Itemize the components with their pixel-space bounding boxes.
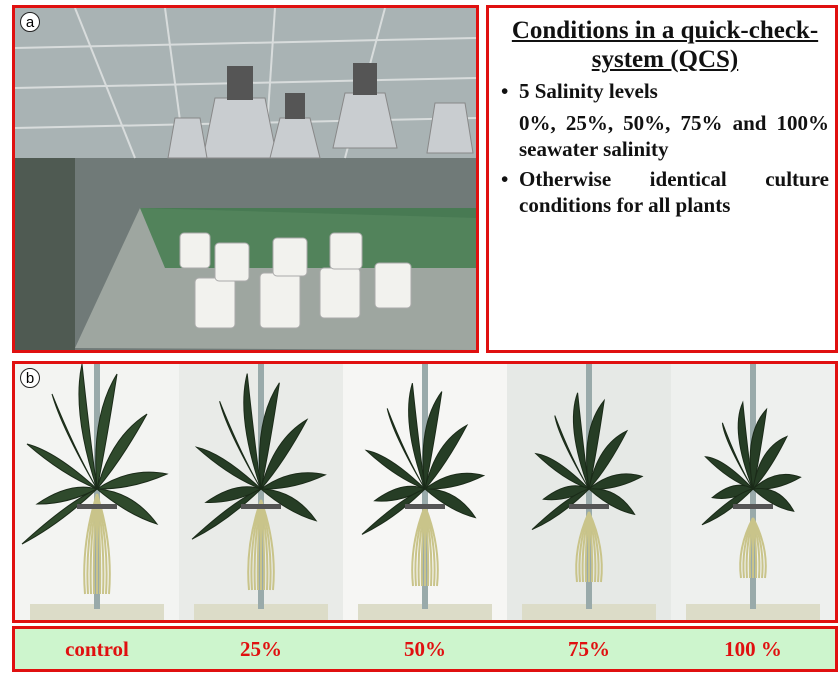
leaf	[704, 456, 754, 490]
clamp	[241, 504, 281, 509]
leaf	[554, 415, 590, 490]
leaf	[259, 472, 327, 490]
leaf	[95, 471, 169, 490]
leaf	[260, 418, 309, 490]
tray	[686, 604, 820, 620]
treatment-label: 25%	[240, 636, 282, 661]
clamp	[733, 504, 773, 509]
clamp	[569, 504, 609, 509]
leaf	[26, 443, 98, 490]
leaf	[95, 488, 159, 525]
leaf	[423, 472, 486, 490]
treatment-label: control	[65, 636, 129, 661]
leaf	[701, 488, 755, 526]
panel-label: b	[20, 368, 40, 388]
panel-label: a	[20, 12, 40, 32]
leaf	[95, 373, 118, 490]
leaf	[749, 407, 768, 490]
leaf	[751, 487, 795, 512]
bullet-detail: 0%, 25%, 50%, 75% and 100% seawater sali…	[519, 111, 829, 161]
leaf	[194, 446, 262, 490]
leaf	[96, 413, 148, 490]
leaf	[364, 449, 426, 490]
treatment-label: 75%	[568, 636, 610, 661]
bullet: 5 Salinity levels	[501, 78, 829, 104]
treatment-labels: control 25% 50% 75% 100 %	[12, 626, 838, 672]
leaf	[752, 435, 789, 491]
leaf	[259, 488, 318, 522]
leaf	[423, 488, 477, 519]
leaf	[586, 398, 605, 490]
tray	[30, 604, 164, 620]
leaf	[204, 486, 263, 503]
root	[588, 511, 603, 583]
treatment-label: 50%	[404, 636, 446, 661]
plants-photo	[15, 364, 835, 620]
leaf	[243, 373, 262, 490]
leaf	[51, 393, 98, 490]
root	[752, 517, 767, 579]
leaf	[258, 382, 280, 490]
plants-panel	[12, 361, 838, 623]
root	[424, 505, 439, 587]
leaf	[408, 383, 426, 490]
leaf	[21, 488, 98, 545]
leaf	[219, 401, 262, 490]
conditions-box: Conditions in a quick-check-system (QCS)…	[486, 5, 838, 353]
leaf	[721, 422, 754, 490]
leaf	[422, 391, 443, 490]
leaf	[191, 488, 262, 540]
tray	[522, 604, 656, 620]
leaf	[534, 452, 590, 490]
leaf	[78, 364, 98, 490]
greenhouse-photo	[15, 8, 476, 350]
greenhouse-panel	[12, 5, 479, 353]
treatment-label: 100 %	[724, 636, 782, 661]
tray	[358, 604, 492, 620]
conditions-title: Conditions in a quick-check-system (QCS)	[511, 17, 819, 73]
clamp	[405, 504, 445, 509]
leaf	[572, 392, 590, 490]
leaf	[386, 408, 426, 490]
clamp	[77, 504, 117, 509]
tray	[194, 604, 328, 620]
bullet: Otherwise identical culture conditions f…	[501, 166, 829, 218]
leaf	[588, 429, 629, 491]
leaf	[587, 488, 636, 516]
leaf	[35, 486, 99, 505]
leaf	[424, 423, 469, 490]
leaf	[587, 473, 644, 490]
